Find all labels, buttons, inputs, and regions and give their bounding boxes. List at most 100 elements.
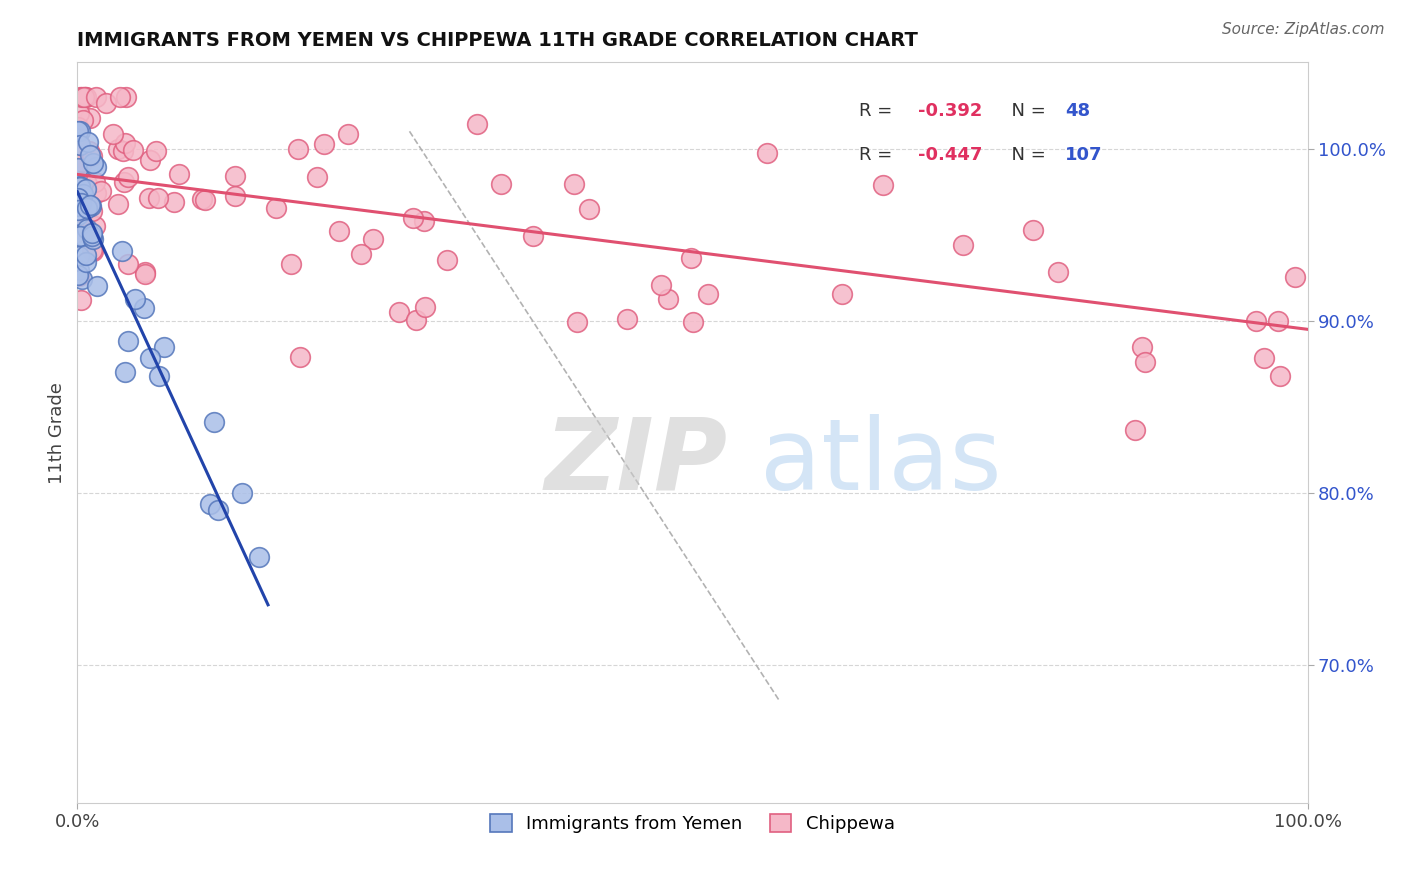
Point [280, 257, 302, 271]
Point [67, 190, 90, 204]
Point [66, 192, 89, 206]
Text: -0.392: -0.392 [918, 102, 981, 120]
Point [162, 195, 184, 210]
Point [70, 191, 93, 205]
Point [1047, 265, 1070, 279]
Point [75, 255, 97, 269]
Point [69, 229, 91, 244]
Point [82, 228, 104, 243]
Point [70, 189, 93, 203]
Point [224, 189, 246, 203]
Point [117, 257, 139, 271]
Point [522, 228, 544, 243]
Point [67, 189, 90, 203]
Point [1133, 355, 1156, 369]
Point [337, 127, 360, 141]
Point [84, 219, 107, 234]
Point [146, 191, 169, 205]
Point [79, 148, 101, 162]
Point [465, 117, 488, 131]
Point [75, 90, 97, 104]
Point [139, 351, 162, 366]
Point [67, 194, 90, 208]
Point [69, 178, 91, 193]
Point [145, 145, 167, 159]
Point [69, 138, 91, 153]
Point [101, 128, 124, 142]
Point [66, 199, 89, 213]
Point [75, 182, 97, 196]
Point [70, 209, 93, 223]
Point [1267, 314, 1289, 328]
Point [69, 262, 91, 277]
Point [67, 220, 90, 235]
Point [82, 232, 104, 246]
Point [657, 292, 679, 306]
Point [1244, 314, 1267, 328]
Point [75, 90, 97, 104]
Point [405, 313, 427, 327]
Text: ZIP: ZIP [546, 414, 728, 511]
Point [82, 149, 104, 163]
Y-axis label: 11th Grade: 11th Grade [48, 382, 66, 483]
Point [86, 278, 108, 293]
Point [67, 249, 90, 263]
Point [681, 251, 703, 265]
Point [562, 177, 585, 191]
Point [117, 334, 139, 348]
Point [70, 90, 93, 104]
Point [80, 198, 103, 212]
Text: R =: R = [859, 146, 897, 164]
Text: N =: N = [1000, 102, 1052, 120]
Point [224, 169, 246, 183]
Point [72, 113, 94, 128]
Point [578, 202, 600, 217]
Point [70, 155, 93, 169]
Point [167, 167, 190, 181]
Point [69, 166, 91, 180]
Point [67, 203, 90, 218]
Point [69, 138, 91, 153]
Point [67, 106, 90, 120]
Point [66, 209, 89, 223]
Point [616, 312, 638, 326]
Point [69, 180, 91, 194]
Point [80, 203, 103, 218]
Point [82, 155, 104, 169]
Point [402, 211, 425, 226]
Point [67, 120, 90, 134]
Text: R =: R = [859, 102, 897, 120]
Point [565, 315, 588, 329]
Point [112, 144, 135, 158]
Point [83, 175, 105, 189]
Point [247, 550, 270, 565]
Point [107, 197, 129, 211]
Point [73, 90, 96, 104]
Point [436, 252, 458, 267]
Point [312, 136, 335, 151]
Point [67, 218, 90, 232]
Point [148, 369, 170, 384]
Point [682, 315, 704, 329]
Point [67, 269, 90, 284]
Point [121, 143, 143, 157]
Point [76, 222, 98, 236]
Text: Source: ZipAtlas.com: Source: ZipAtlas.com [1222, 22, 1385, 37]
Point [134, 267, 156, 281]
Point [134, 301, 156, 316]
Point [66, 181, 89, 195]
Point [86, 186, 108, 201]
Point [112, 175, 135, 189]
Point [117, 169, 139, 184]
Point [328, 224, 350, 238]
Point [70, 272, 93, 286]
Point [67, 184, 90, 198]
Point [361, 232, 384, 246]
Point [69, 154, 91, 169]
Point [350, 247, 373, 261]
Point [124, 293, 146, 307]
Point [69, 124, 91, 138]
Point [79, 198, 101, 212]
Point [952, 238, 974, 252]
Point [305, 170, 328, 185]
